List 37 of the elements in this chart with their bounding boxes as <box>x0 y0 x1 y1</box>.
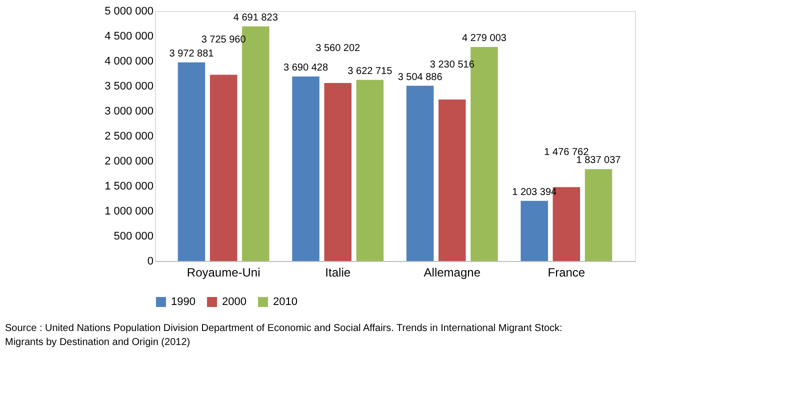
y-tick-label: 1 500 000 <box>104 180 154 192</box>
y-tick-label: 0 <box>147 256 154 268</box>
y-tick-label: 4 000 000 <box>104 56 154 68</box>
y-tick-label: 4 500 000 <box>104 30 154 42</box>
y-tick-label: 3 000 000 <box>104 106 154 118</box>
data-label: 4 279 003 <box>462 33 507 44</box>
bar <box>520 200 548 261</box>
y-tick-label: 2 500 000 <box>104 130 154 142</box>
legend-label: 1990 <box>171 296 196 308</box>
data-label: 3 690 428 <box>284 62 328 74</box>
data-label: 3 504 886 <box>398 72 443 83</box>
x-tick-label: Allemagne <box>424 266 481 280</box>
bar <box>406 86 434 261</box>
bar <box>356 80 384 261</box>
x-tick-label: Royaume-Uni <box>186 266 260 280</box>
text: Migrants by Destination and Origin (2012) <box>5 337 190 348</box>
data-label: 3 622 715 <box>348 66 393 77</box>
bar <box>324 82 352 261</box>
legend-label: 2000 <box>222 296 246 308</box>
y-tick-label: 1 000 000 <box>104 206 154 218</box>
legend-label: 2010 <box>273 296 298 308</box>
bar <box>438 99 466 261</box>
bar <box>292 76 320 261</box>
bar <box>584 169 612 261</box>
data-label: 3 972 881 <box>169 48 214 60</box>
source-note: Source : United Nations Population Division Department of Economic and Social Affairs. Trends in International Migrant Stock: <box>5 323 562 334</box>
y-tick-label: 3 500 000 <box>104 80 154 92</box>
bar <box>178 62 206 261</box>
x-tick-label: France <box>548 266 586 280</box>
data-label: 1 837 037 <box>576 155 622 166</box>
y-tick-label: 2 000 000 <box>104 156 154 168</box>
y-tick-label: 500 000 <box>114 230 154 242</box>
y-tick-label: 5 000 000 <box>104 6 154 18</box>
x-tick-label: Italie <box>325 266 351 280</box>
bar <box>210 74 238 261</box>
data-label: 4 691 823 <box>233 12 278 24</box>
data-label: 3 560 202 <box>316 42 361 54</box>
